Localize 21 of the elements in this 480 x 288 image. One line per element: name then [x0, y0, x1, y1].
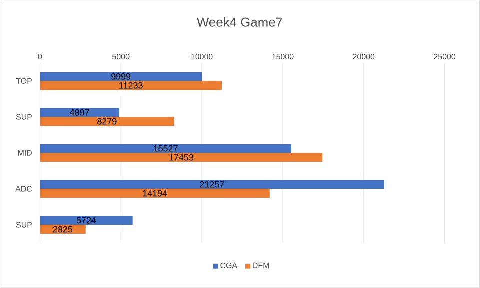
bar [40, 188, 270, 198]
bar [40, 72, 202, 82]
data-label: 5724 [76, 217, 96, 224]
bar [40, 152, 323, 162]
bar [40, 224, 86, 234]
data-label: 15527 [154, 145, 178, 152]
data-label: 4897 [70, 109, 90, 116]
data-label: 14194 [143, 190, 168, 197]
data-label: 9999 [112, 73, 131, 80]
data-label: 8279 [98, 118, 117, 125]
bar [40, 108, 120, 118]
data-label: 17453 [170, 154, 194, 161]
bar [40, 81, 222, 90]
data-label: 2825 [54, 226, 73, 233]
bar [40, 117, 174, 126]
bar [40, 144, 292, 153]
chart-title: Week4 Game7 [197, 17, 282, 27]
bar [40, 216, 133, 225]
bar [40, 180, 384, 189]
data-label: 11233 [120, 82, 143, 89]
data-label: 21257 [200, 181, 224, 188]
